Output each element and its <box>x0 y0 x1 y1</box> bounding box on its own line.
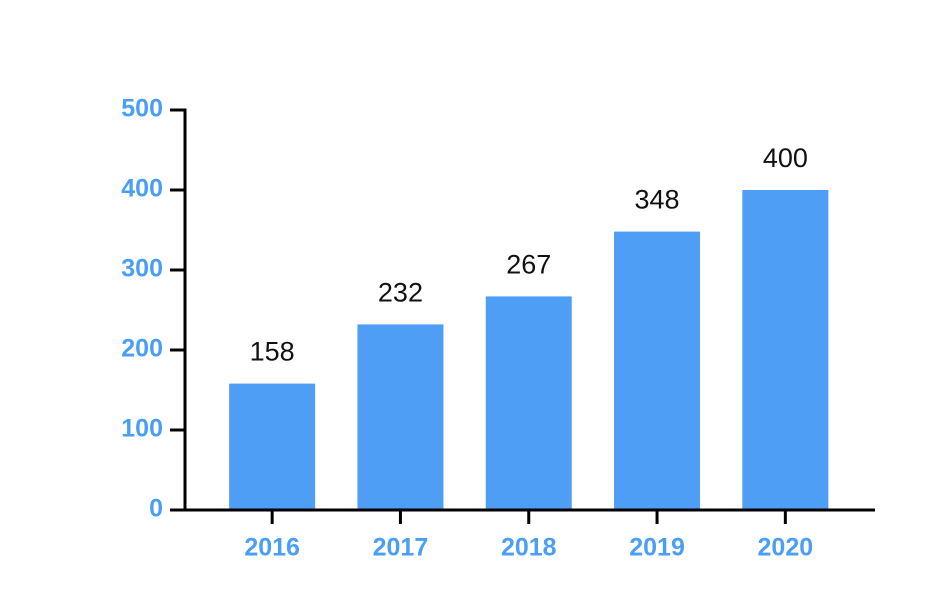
x-tick-label: 2018 <box>501 534 557 562</box>
x-tick-label: 2020 <box>758 534 814 562</box>
data-label: 348 <box>635 185 680 215</box>
x-tick-label: 2016 <box>244 534 300 562</box>
x-tick-label: 2017 <box>373 534 429 562</box>
y-tick-label: 0 <box>149 495 163 523</box>
bar <box>357 324 444 510</box>
data-label: 232 <box>378 278 423 308</box>
bar <box>614 231 701 510</box>
y-tick-label: 100 <box>121 415 163 443</box>
data-label: 267 <box>506 250 551 280</box>
bar <box>742 190 829 510</box>
y-tick-label: 200 <box>121 335 163 363</box>
y-tick-label: 300 <box>121 255 163 283</box>
data-label: 400 <box>763 143 808 173</box>
y-tick-label: 500 <box>121 95 163 123</box>
bar <box>229 383 316 510</box>
y-tick-label: 400 <box>121 175 163 203</box>
x-tick-label: 2019 <box>629 534 685 562</box>
data-label: 158 <box>250 337 295 367</box>
bar <box>485 296 572 510</box>
